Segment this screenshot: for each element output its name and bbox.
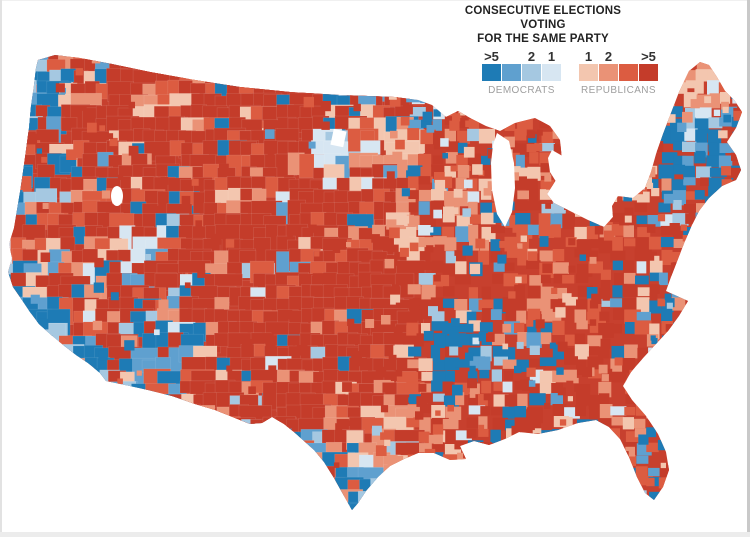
legend-swatch-dem-2: 2 xyxy=(522,49,541,81)
legend-swatch-rep-gt5: >5 xyxy=(639,49,658,81)
legend-swatch-color xyxy=(482,64,501,81)
legend-bin-label: >5 xyxy=(641,49,656,64)
legend-swatch-dem-3to5 xyxy=(502,49,521,81)
legend-swatch-dem-1: 1 xyxy=(542,49,561,81)
legend-swatch-color xyxy=(542,64,561,81)
legend-label-democrats: DEMOCRATS xyxy=(488,85,555,96)
legend-bin-label: >5 xyxy=(484,49,499,64)
legend-groups: >5 2 1 DEMOCRATS xyxy=(482,49,742,96)
legend-bin-label: 2 xyxy=(604,49,613,64)
legend-bin-label xyxy=(619,49,638,64)
legend-title-line1: CONSECUTIVE ELECTIONS VOTING xyxy=(464,5,622,31)
legend: CONSECUTIVE ELECTIONS VOTING FOR THE SAM… xyxy=(452,4,742,96)
legend-swatch-color xyxy=(522,64,541,81)
legend-swatch-rep-1: 1 xyxy=(579,49,598,81)
legend-bin-label: 1 xyxy=(584,49,593,64)
legend-group-republicans: 1 2 >5 REPUBLICAN xyxy=(579,49,658,96)
legend-swatch-rep-2: 2 xyxy=(599,49,618,81)
legend-swatch-color xyxy=(619,64,638,81)
legend-swatch-color xyxy=(579,64,598,81)
legend-swatch-color xyxy=(502,64,521,81)
legend-label-republicans: REPUBLICANS xyxy=(581,85,656,96)
legend-bin-label: 2 xyxy=(527,49,536,64)
legend-swatch-dem-gt5: >5 xyxy=(482,49,501,81)
legend-title-line2: FOR THE SAME PARTY xyxy=(477,33,609,45)
legend-bin-label: 1 xyxy=(547,49,556,64)
legend-group-democrats: >5 2 1 DEMOCRATS xyxy=(482,49,561,96)
legend-bin-label xyxy=(502,49,521,64)
legend-title: CONSECUTIVE ELECTIONS VOTING FOR THE SAM… xyxy=(452,4,634,46)
legend-swatch-rep-3to5 xyxy=(619,49,638,81)
legend-swatch-color xyxy=(599,64,618,81)
legend-swatch-color xyxy=(639,64,658,81)
